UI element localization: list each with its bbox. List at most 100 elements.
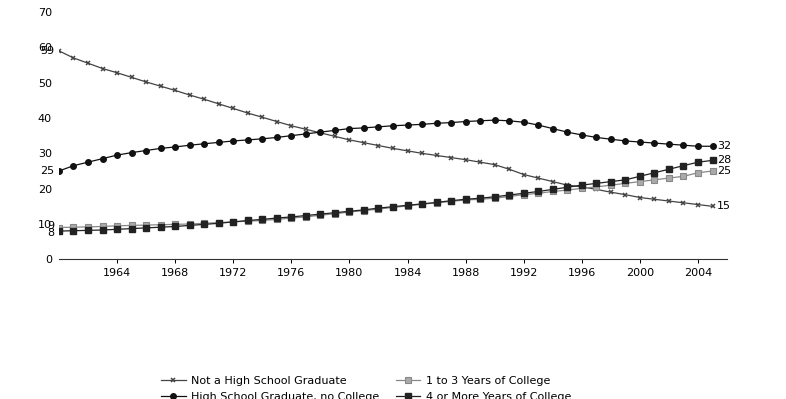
1 to 3 Years of College bbox=[200, 221, 209, 226]
High School Graduate, no College bbox=[258, 136, 267, 141]
1 to 3 Years of College bbox=[141, 223, 151, 227]
1 to 3 Years of College bbox=[243, 219, 252, 223]
Not a High School Graduate bbox=[200, 97, 209, 102]
High School Graduate, no College bbox=[548, 126, 557, 131]
Not a High School Graduate bbox=[156, 84, 165, 89]
1 to 3 Years of College bbox=[301, 215, 310, 219]
1 to 3 Years of College bbox=[171, 222, 180, 227]
1 to 3 Years of College bbox=[214, 220, 223, 225]
High School Graduate, no College bbox=[679, 143, 689, 148]
1 to 3 Years of College bbox=[97, 224, 107, 229]
High School Graduate, no College bbox=[635, 140, 645, 144]
4 or More Years of College bbox=[316, 212, 325, 217]
Not a High School Graduate bbox=[229, 106, 238, 111]
Text: 15: 15 bbox=[717, 201, 731, 211]
1 to 3 Years of College bbox=[272, 217, 281, 222]
Not a High School Graduate bbox=[402, 148, 412, 153]
Not a High School Graduate bbox=[301, 127, 310, 132]
4 or More Years of College bbox=[679, 163, 689, 168]
High School Graduate, no College bbox=[592, 135, 601, 140]
Not a High School Graduate bbox=[446, 155, 456, 160]
Not a High School Graduate bbox=[534, 176, 543, 180]
1 to 3 Years of College bbox=[505, 194, 514, 199]
High School Graduate, no College bbox=[185, 143, 194, 148]
1 to 3 Years of College bbox=[229, 219, 238, 224]
4 or More Years of College bbox=[664, 167, 674, 172]
4 or More Years of College bbox=[200, 222, 209, 227]
High School Graduate, no College bbox=[621, 138, 630, 143]
High School Graduate, no College bbox=[243, 138, 252, 142]
Not a High School Graduate bbox=[214, 101, 223, 106]
High School Graduate, no College bbox=[287, 133, 296, 138]
High School Graduate, no College bbox=[650, 141, 659, 146]
Not a High School Graduate bbox=[243, 111, 252, 115]
High School Graduate, no College bbox=[577, 132, 586, 137]
High School Graduate, no College bbox=[432, 121, 441, 126]
4 or More Years of College bbox=[388, 204, 398, 209]
Not a High School Graduate bbox=[83, 61, 93, 65]
Not a High School Graduate bbox=[505, 167, 514, 172]
Not a High School Graduate bbox=[621, 192, 630, 197]
Not a High School Graduate bbox=[68, 55, 78, 60]
4 or More Years of College bbox=[185, 223, 194, 228]
Not a High School Graduate bbox=[432, 153, 441, 158]
Not a High School Graduate bbox=[330, 134, 340, 139]
High School Graduate, no College bbox=[519, 120, 528, 124]
4 or More Years of College bbox=[606, 179, 615, 184]
High School Graduate, no College bbox=[68, 163, 78, 168]
Text: 32: 32 bbox=[717, 141, 731, 151]
Not a High School Graduate bbox=[461, 157, 470, 162]
4 or More Years of College bbox=[490, 194, 499, 199]
1 to 3 Years of College bbox=[592, 184, 601, 189]
4 or More Years of College bbox=[83, 228, 93, 233]
4 or More Years of College bbox=[243, 218, 252, 223]
1 to 3 Years of College bbox=[534, 191, 543, 196]
4 or More Years of College bbox=[519, 191, 528, 196]
1 to 3 Years of College bbox=[417, 202, 427, 207]
Not a High School Graduate bbox=[316, 130, 325, 135]
High School Graduate, no College bbox=[476, 119, 485, 123]
Not a High School Graduate bbox=[417, 151, 427, 156]
4 or More Years of College bbox=[650, 170, 659, 175]
High School Graduate, no College bbox=[97, 156, 107, 161]
1 to 3 Years of College bbox=[330, 211, 340, 216]
Not a High School Graduate bbox=[519, 172, 528, 177]
High School Graduate, no College bbox=[446, 120, 456, 125]
High School Graduate, no College bbox=[214, 140, 223, 145]
High School Graduate, no College bbox=[563, 130, 572, 134]
1 to 3 Years of College bbox=[461, 198, 470, 202]
1 to 3 Years of College bbox=[693, 170, 703, 175]
4 or More Years of College bbox=[592, 181, 601, 186]
Not a High School Graduate bbox=[650, 197, 659, 201]
Not a High School Graduate bbox=[112, 70, 122, 75]
1 to 3 Years of College bbox=[388, 205, 398, 210]
High School Graduate, no College bbox=[330, 128, 340, 133]
Not a High School Graduate bbox=[679, 200, 689, 205]
1 to 3 Years of College bbox=[577, 186, 586, 191]
High School Graduate, no College bbox=[374, 124, 384, 129]
4 or More Years of College bbox=[432, 200, 441, 205]
Not a High School Graduate bbox=[171, 88, 180, 93]
4 or More Years of College bbox=[402, 203, 412, 207]
4 or More Years of College bbox=[54, 229, 64, 233]
Not a High School Graduate bbox=[563, 183, 572, 188]
1 to 3 Years of College bbox=[446, 199, 456, 204]
4 or More Years of College bbox=[301, 213, 310, 218]
Line: High School Graduate, no College: High School Graduate, no College bbox=[56, 117, 715, 174]
Not a High School Graduate bbox=[345, 138, 354, 142]
4 or More Years of College bbox=[141, 225, 151, 230]
Not a High School Graduate bbox=[359, 140, 369, 145]
Not a High School Graduate bbox=[693, 202, 703, 207]
1 to 3 Years of College bbox=[54, 225, 64, 230]
1 to 3 Years of College bbox=[708, 169, 718, 174]
1 to 3 Years of College bbox=[374, 207, 384, 211]
4 or More Years of College bbox=[708, 158, 718, 163]
Not a High School Graduate bbox=[185, 93, 194, 97]
Not a High School Graduate bbox=[592, 187, 601, 192]
4 or More Years of College bbox=[563, 185, 572, 190]
High School Graduate, no College bbox=[402, 122, 412, 127]
High School Graduate, no College bbox=[229, 138, 238, 143]
4 or More Years of College bbox=[68, 228, 78, 233]
4 or More Years of College bbox=[505, 193, 514, 198]
1 to 3 Years of College bbox=[563, 188, 572, 192]
